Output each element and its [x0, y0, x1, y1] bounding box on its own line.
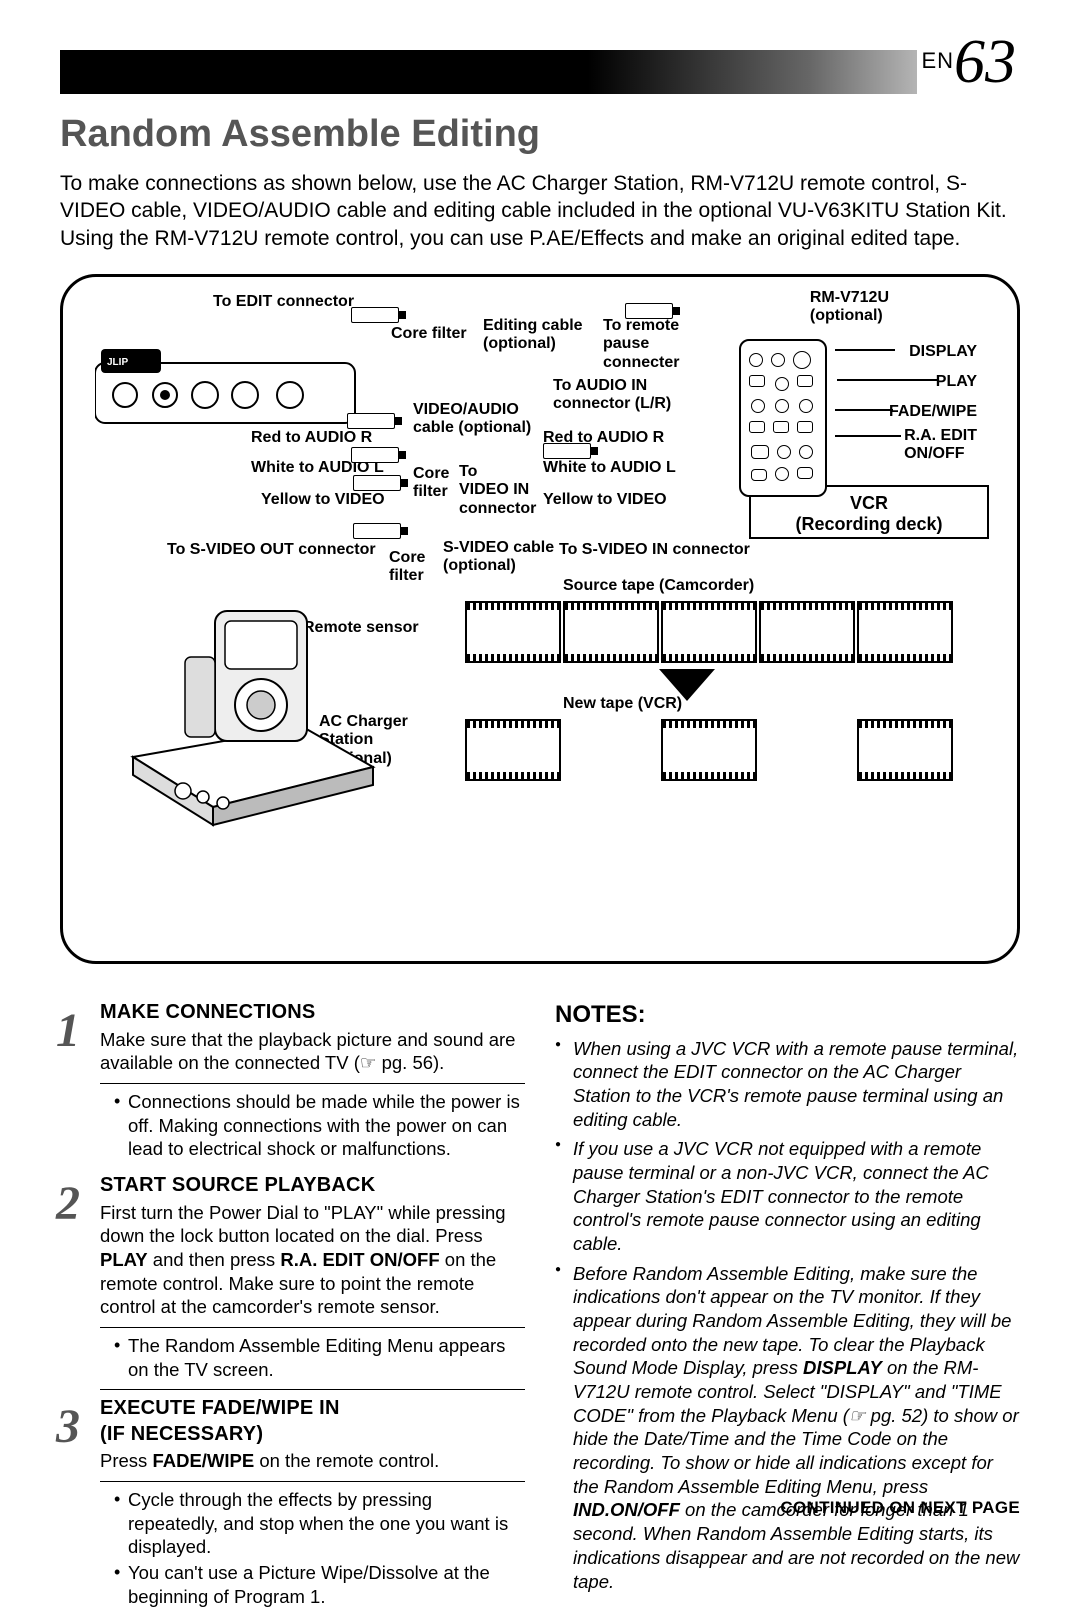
- lbl-to-edit-connector: To EDIT connector: [213, 293, 354, 311]
- lbl-to-svideo-in: To S-VIDEO IN connector: [559, 541, 750, 559]
- lbl-core-filter-1: Core filter: [391, 325, 467, 343]
- step-body: Press FADE/WIPE on the remote control.: [100, 1449, 525, 1473]
- divider: [100, 1083, 525, 1084]
- intro-line-1: To make connections as shown below, use …: [60, 172, 1007, 222]
- film-frame-icon: [465, 601, 561, 663]
- film-frame-icon: [857, 601, 953, 663]
- divider: [100, 1327, 525, 1328]
- page-lang-prefix: EN: [921, 48, 954, 73]
- lbl-editing-cable: Editing cable (optional): [483, 317, 583, 354]
- step-body: First turn the Power Dial to "PLAY" whil…: [100, 1201, 525, 1319]
- lbl-play: PLAY: [936, 373, 977, 391]
- step-title: MAKE CONNECTIONS: [100, 1000, 525, 1026]
- step-title: EXECUTE FADE/WIPE IN (IF NECESSARY): [100, 1396, 525, 1447]
- lbl-display: DISPLAY: [909, 343, 977, 361]
- lbl-fade-wipe: FADE/WIPE: [889, 403, 977, 421]
- lbl-to-video-in: To VIDEO IN connector: [459, 463, 536, 518]
- plug-icon: [347, 413, 395, 429]
- left-column: 1 MAKE CONNECTIONS Make sure that the pl…: [60, 1000, 525, 1610]
- station-illustration: [123, 597, 383, 837]
- lbl-to-remote-pause: To remote pause connecter: [603, 317, 679, 372]
- step-number: 3: [56, 1396, 80, 1457]
- continued-footer: CONTINUED ON NEXT PAGE: [780, 1497, 1020, 1519]
- lbl-svideo-cable: S-VIDEO cable (optional): [443, 539, 554, 576]
- vcr-line-2: (Recording deck): [751, 514, 987, 535]
- plug-icon: [543, 443, 591, 459]
- intro-line-2: Using the RM-V712U remote control, you c…: [60, 227, 960, 250]
- header-bar: [60, 50, 1020, 94]
- notes-heading: NOTES:: [555, 1000, 1020, 1031]
- svg-text:JLIP: JLIP: [107, 357, 128, 368]
- film-frame-icon: [563, 601, 659, 663]
- lbl-yellow-video-1: Yellow to VIDEO: [261, 491, 385, 509]
- plug-icon: [353, 523, 401, 539]
- plug-icon: [351, 307, 399, 323]
- film-frame-icon: [661, 601, 757, 663]
- lbl-rm-v712u: RM-V712U (optional): [810, 289, 889, 326]
- lbl-core-filter-3: Core filter: [389, 549, 425, 586]
- divider: [100, 1481, 525, 1482]
- note-item: If you use a JVC VCR not equipped with a…: [555, 1137, 1020, 1255]
- page-number: EN63: [917, 22, 1020, 103]
- page-number-value: 63: [954, 28, 1016, 96]
- film-frame-icon: [759, 601, 855, 663]
- divider: [100, 1389, 525, 1390]
- step-body: Make sure that the playback picture and …: [100, 1028, 525, 1075]
- bullet: Connections should be made while the pow…: [114, 1090, 525, 1161]
- film-frame-icon: [857, 719, 953, 781]
- page-title: Random Assemble Editing: [60, 110, 540, 159]
- lbl-to-svideo-out: To S-VIDEO OUT connector: [167, 541, 376, 559]
- arrow-down-icon: [659, 669, 715, 701]
- step-2: 2 START SOURCE PLAYBACK First turn the P…: [60, 1173, 525, 1319]
- step-3-bullets: Cycle through the effects by pressing re…: [100, 1488, 525, 1608]
- plug-icon: [353, 475, 401, 491]
- lbl-white-audio-l-2: White to AUDIO L: [543, 459, 676, 477]
- step-3: 3 EXECUTE FADE/WIPE IN (IF NECESSARY) Pr…: [60, 1396, 525, 1473]
- lbl-red-audio-r-1: Red to AUDIO R: [251, 429, 372, 447]
- bullet: Cycle through the effects by pressing re…: [114, 1488, 525, 1559]
- plug-icon: [625, 303, 673, 319]
- remote-illustration: [739, 339, 827, 497]
- step-2-bullets: The Random Assemble Editing Menu appears…: [100, 1334, 525, 1381]
- step-number: 2: [56, 1173, 80, 1234]
- film-frame-icon: [465, 719, 561, 781]
- lbl-video-audio-cable: VIDEO/AUDIO cable (optional): [413, 401, 531, 438]
- step-1-bullets: Connections should be made while the pow…: [100, 1090, 525, 1161]
- bullet: The Random Assemble Editing Menu appears…: [114, 1334, 525, 1381]
- lbl-source-tape: Source tape (Camcorder): [563, 577, 754, 595]
- step-title: START SOURCE PLAYBACK: [100, 1173, 525, 1199]
- note-item: When using a JVC VCR with a remote pause…: [555, 1037, 1020, 1132]
- lbl-core-filter-2: Core filter: [413, 465, 449, 502]
- lbl-to-audio-in: To AUDIO IN connector (L/R): [553, 377, 671, 414]
- intro-text: To make connections as shown below, use …: [60, 170, 1020, 252]
- bullet: You can't use a Picture Wipe/Dissolve at…: [114, 1561, 525, 1608]
- note-item: Before Random Assemble Editing, make sur…: [555, 1262, 1020, 1593]
- connection-diagram: JLIP To EDIT connector Core filter Editi…: [60, 274, 1020, 964]
- film-frame-icon: [661, 719, 757, 781]
- lbl-ra-edit: R.A. EDIT ON/OFF: [904, 427, 977, 464]
- step-1: 1 MAKE CONNECTIONS Make sure that the pl…: [60, 1000, 525, 1075]
- lbl-yellow-video-2: Yellow to VIDEO: [543, 491, 667, 509]
- plug-icon: [351, 447, 399, 463]
- step-number: 1: [56, 1000, 80, 1061]
